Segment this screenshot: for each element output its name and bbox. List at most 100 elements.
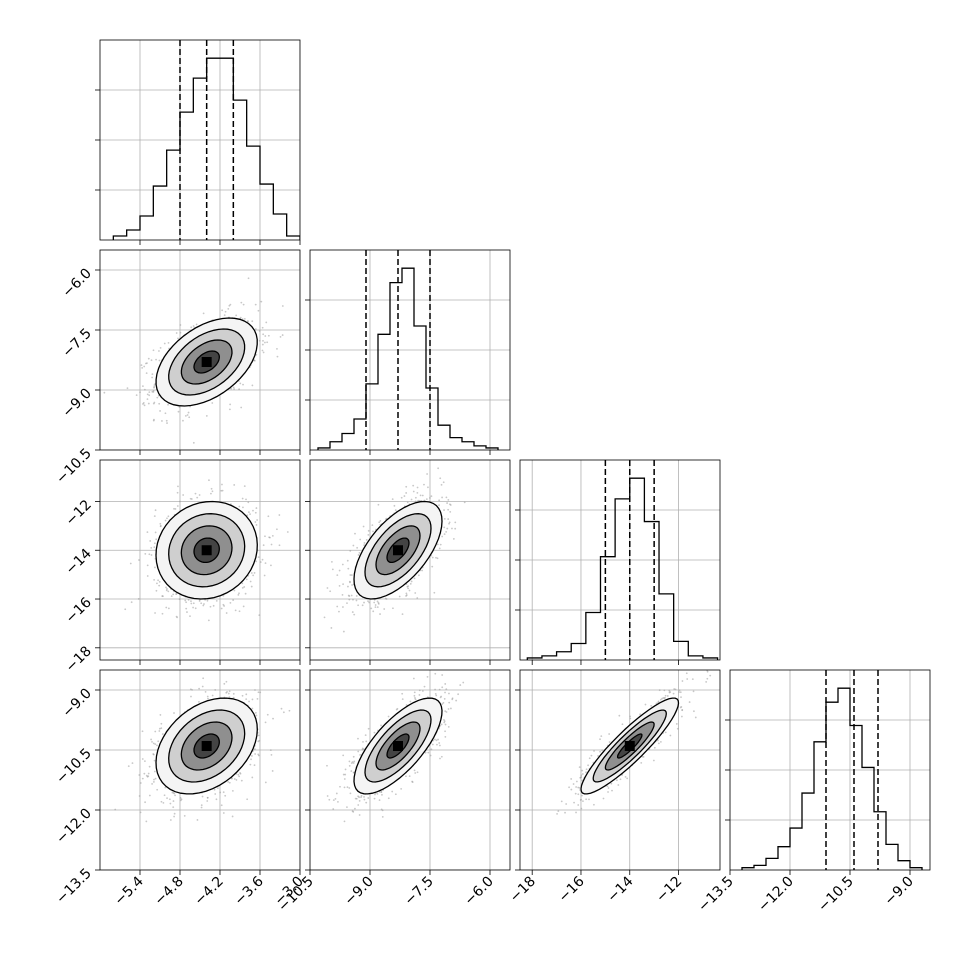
scatter-point xyxy=(151,376,154,379)
scatter-point xyxy=(441,686,444,689)
scatter-point xyxy=(371,524,374,527)
scatter-point xyxy=(342,606,344,608)
scatter-point xyxy=(153,770,156,773)
scatter-point xyxy=(148,394,151,397)
scatter-point xyxy=(232,386,235,389)
scatter-point xyxy=(367,533,370,536)
scatter-point xyxy=(405,594,408,596)
scatter-point xyxy=(166,422,168,424)
scatter-point xyxy=(363,748,365,751)
scatter-point xyxy=(374,604,377,606)
panel-1-1 xyxy=(305,249,511,455)
scatter-point xyxy=(146,531,149,534)
scatter-point xyxy=(261,343,264,346)
scatter-point xyxy=(323,616,326,619)
scatter-point xyxy=(281,334,284,336)
contour-line xyxy=(193,733,220,759)
panel-frame xyxy=(519,459,721,661)
scatter-point xyxy=(341,563,344,566)
scatter-point xyxy=(224,310,227,313)
scatter-point xyxy=(250,758,252,761)
scatter-point xyxy=(355,599,358,602)
scatter-point xyxy=(168,798,171,801)
scatter-point xyxy=(153,386,155,389)
scatter-point xyxy=(222,594,225,597)
scatter-point xyxy=(183,814,186,817)
scatter-point xyxy=(254,328,257,330)
scatter-point xyxy=(192,441,195,444)
scatter-point xyxy=(431,556,434,559)
scatter-point xyxy=(238,388,241,391)
scatter-point xyxy=(372,530,374,533)
scatter-point xyxy=(414,698,417,701)
scatter-point xyxy=(413,691,416,694)
scatter-point xyxy=(447,518,450,520)
scatter-point xyxy=(227,780,230,783)
x-tick-label: −4.2 xyxy=(191,874,226,909)
scatter-point xyxy=(154,509,157,512)
scatter-point xyxy=(280,707,283,710)
scatter-point xyxy=(346,559,349,562)
contour-line xyxy=(193,537,220,564)
scatter-point xyxy=(370,607,373,610)
scatter-point xyxy=(148,391,151,394)
y-tick-label: −13.5 xyxy=(53,866,95,908)
scatter-point xyxy=(138,559,140,561)
scatter-point xyxy=(222,812,225,814)
scatter-point xyxy=(152,402,155,405)
scatter-point xyxy=(167,607,170,610)
scatter-point xyxy=(211,490,214,493)
scatter-point xyxy=(143,772,146,775)
scatter-point xyxy=(184,414,187,417)
scatter-point xyxy=(447,498,450,501)
scatter-point xyxy=(179,331,182,334)
scatter-point xyxy=(445,688,448,690)
scatter-point xyxy=(443,721,446,724)
scatter-point xyxy=(257,691,260,694)
scatter-point xyxy=(342,630,345,633)
scatter-point xyxy=(358,551,361,554)
scatter-point xyxy=(347,567,350,570)
scatter-point xyxy=(131,762,134,765)
scatter-point xyxy=(440,483,443,486)
scatter-point xyxy=(436,557,439,560)
scatter-point xyxy=(221,489,224,492)
scatter-point xyxy=(229,601,232,604)
scatter-point xyxy=(262,333,265,336)
scatter-point xyxy=(363,544,366,546)
scatter-point xyxy=(439,543,442,546)
scatter-point xyxy=(172,593,175,596)
scatter-point xyxy=(445,530,448,533)
scatter-point xyxy=(387,797,390,800)
scatter-point xyxy=(237,773,240,776)
scatter-point xyxy=(196,819,199,821)
scatter-point xyxy=(159,525,162,528)
scatter-point xyxy=(266,713,269,716)
scatter-point xyxy=(126,387,129,390)
scatter-point xyxy=(442,481,445,484)
scatter-point xyxy=(175,615,178,618)
scatter-point xyxy=(150,359,153,362)
scatter-point xyxy=(147,772,150,775)
y-tick-label: −9.0 xyxy=(59,686,94,721)
scatter-point xyxy=(331,568,334,571)
scatter-point xyxy=(202,312,205,315)
x-tick-label: −5.4 xyxy=(111,873,146,908)
scatter-point xyxy=(192,606,194,609)
scatter-point xyxy=(430,495,433,498)
scatter-point xyxy=(160,727,163,730)
scatter-point xyxy=(414,500,417,503)
scatter-point xyxy=(137,598,140,600)
scatter-point xyxy=(210,492,212,495)
scatter-point xyxy=(177,485,179,488)
scatter-point xyxy=(258,330,261,332)
scatter-point xyxy=(156,396,159,399)
scatter-point xyxy=(177,337,179,340)
scatter-point xyxy=(328,798,331,801)
y-tick-label: −18 xyxy=(63,643,95,675)
scatter-point xyxy=(270,564,272,567)
scatter-point xyxy=(190,695,192,698)
scatter-point xyxy=(416,491,419,494)
scatter-point xyxy=(444,683,447,685)
scatter-point xyxy=(412,484,415,487)
